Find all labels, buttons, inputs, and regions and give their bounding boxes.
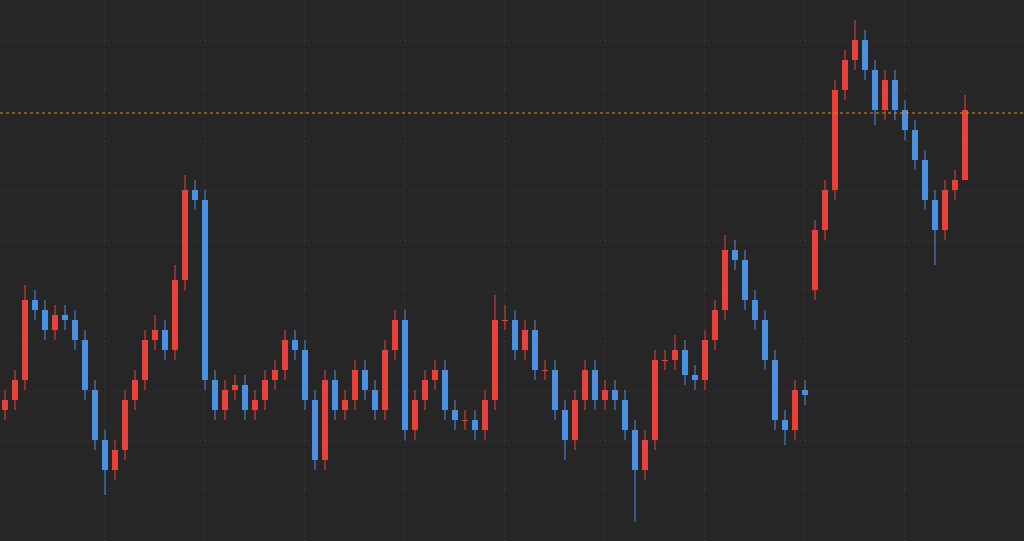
candle-body bbox=[432, 370, 438, 380]
candle-body bbox=[832, 90, 838, 190]
candle-body bbox=[162, 330, 168, 350]
candle-body bbox=[292, 340, 298, 350]
candle-body bbox=[682, 350, 688, 375]
candle-body bbox=[532, 330, 538, 370]
candle-body bbox=[552, 370, 558, 410]
candle-body bbox=[722, 250, 728, 310]
candle-body bbox=[142, 340, 148, 380]
candle-body bbox=[392, 320, 398, 350]
candle-body bbox=[332, 380, 338, 410]
candle-body bbox=[712, 310, 718, 340]
candle-body bbox=[802, 390, 808, 395]
candle-body bbox=[342, 400, 348, 410]
candle-body bbox=[112, 450, 118, 470]
candle-body bbox=[62, 315, 68, 320]
candle-body bbox=[902, 110, 908, 130]
candle-body bbox=[592, 370, 598, 400]
candle-body bbox=[252, 400, 258, 410]
candle-body bbox=[402, 320, 408, 430]
candle-body bbox=[622, 400, 628, 430]
candle-body bbox=[932, 200, 938, 230]
candle-body bbox=[322, 380, 328, 460]
candle-body bbox=[92, 390, 98, 440]
candle-body bbox=[652, 360, 658, 440]
candle-body bbox=[192, 190, 198, 200]
candle-body bbox=[662, 360, 668, 361]
candle-body bbox=[32, 300, 38, 310]
candle-body bbox=[152, 330, 158, 340]
candle-body bbox=[862, 40, 868, 70]
candle-body bbox=[462, 420, 468, 421]
candle-body bbox=[782, 420, 788, 430]
candle-body bbox=[912, 130, 918, 160]
candle-body bbox=[692, 375, 698, 380]
candle-body bbox=[362, 370, 368, 390]
candle-body bbox=[212, 380, 218, 410]
candle-body bbox=[472, 420, 478, 430]
candle-body bbox=[262, 380, 268, 400]
candle-body bbox=[172, 280, 178, 350]
candle-body bbox=[772, 360, 778, 420]
candle-body bbox=[852, 40, 858, 60]
candle-body bbox=[232, 385, 238, 390]
candle-body bbox=[352, 370, 358, 400]
candle-body bbox=[182, 190, 188, 280]
candle-body bbox=[642, 440, 648, 470]
candle-body bbox=[132, 380, 138, 400]
candle-body bbox=[572, 400, 578, 440]
candle-body bbox=[272, 370, 278, 380]
candle-body bbox=[752, 300, 758, 320]
candle-body bbox=[202, 200, 208, 380]
candle-body bbox=[962, 110, 968, 180]
candle-body bbox=[882, 80, 888, 110]
candle-body bbox=[812, 230, 818, 290]
candle-body bbox=[602, 390, 608, 400]
candle-body bbox=[42, 310, 48, 330]
candle-body bbox=[382, 350, 388, 410]
candle-body bbox=[52, 315, 58, 330]
candle-body bbox=[512, 320, 518, 350]
candle-body bbox=[22, 300, 28, 380]
candle-body bbox=[492, 320, 498, 400]
candle-body bbox=[372, 390, 378, 410]
candle-body bbox=[542, 370, 548, 371]
candle-body bbox=[222, 390, 228, 410]
candle-body bbox=[72, 320, 78, 340]
candle-body bbox=[502, 320, 508, 321]
candle-body bbox=[12, 380, 18, 400]
candle-body bbox=[412, 400, 418, 430]
candle-body bbox=[922, 160, 928, 200]
candle-body bbox=[892, 80, 898, 110]
candle-body bbox=[762, 320, 768, 360]
candle-body bbox=[282, 340, 288, 370]
candle-body bbox=[242, 385, 248, 410]
candle-body bbox=[702, 340, 708, 380]
candle-body bbox=[612, 390, 618, 400]
candle-body bbox=[2, 400, 8, 410]
candle-body bbox=[632, 430, 638, 470]
candle-body bbox=[122, 400, 128, 450]
candle-body bbox=[872, 70, 878, 110]
candle-body bbox=[442, 370, 448, 410]
candle-body bbox=[742, 260, 748, 300]
candle-body bbox=[302, 350, 308, 400]
candle-body bbox=[82, 340, 88, 390]
candle-body bbox=[522, 330, 528, 350]
candle-body bbox=[312, 400, 318, 460]
candle-body bbox=[102, 440, 108, 470]
candle-body bbox=[482, 400, 488, 430]
candle-body bbox=[842, 60, 848, 90]
candle-body bbox=[732, 250, 738, 260]
candle-body bbox=[582, 370, 588, 400]
candle-body bbox=[822, 190, 828, 230]
candle-body bbox=[792, 390, 798, 430]
candle-body bbox=[942, 190, 948, 230]
candle-body bbox=[562, 410, 568, 440]
candle-body bbox=[952, 180, 958, 190]
candle-body bbox=[672, 350, 678, 360]
candle-body bbox=[422, 380, 428, 400]
candle-body bbox=[452, 410, 458, 420]
